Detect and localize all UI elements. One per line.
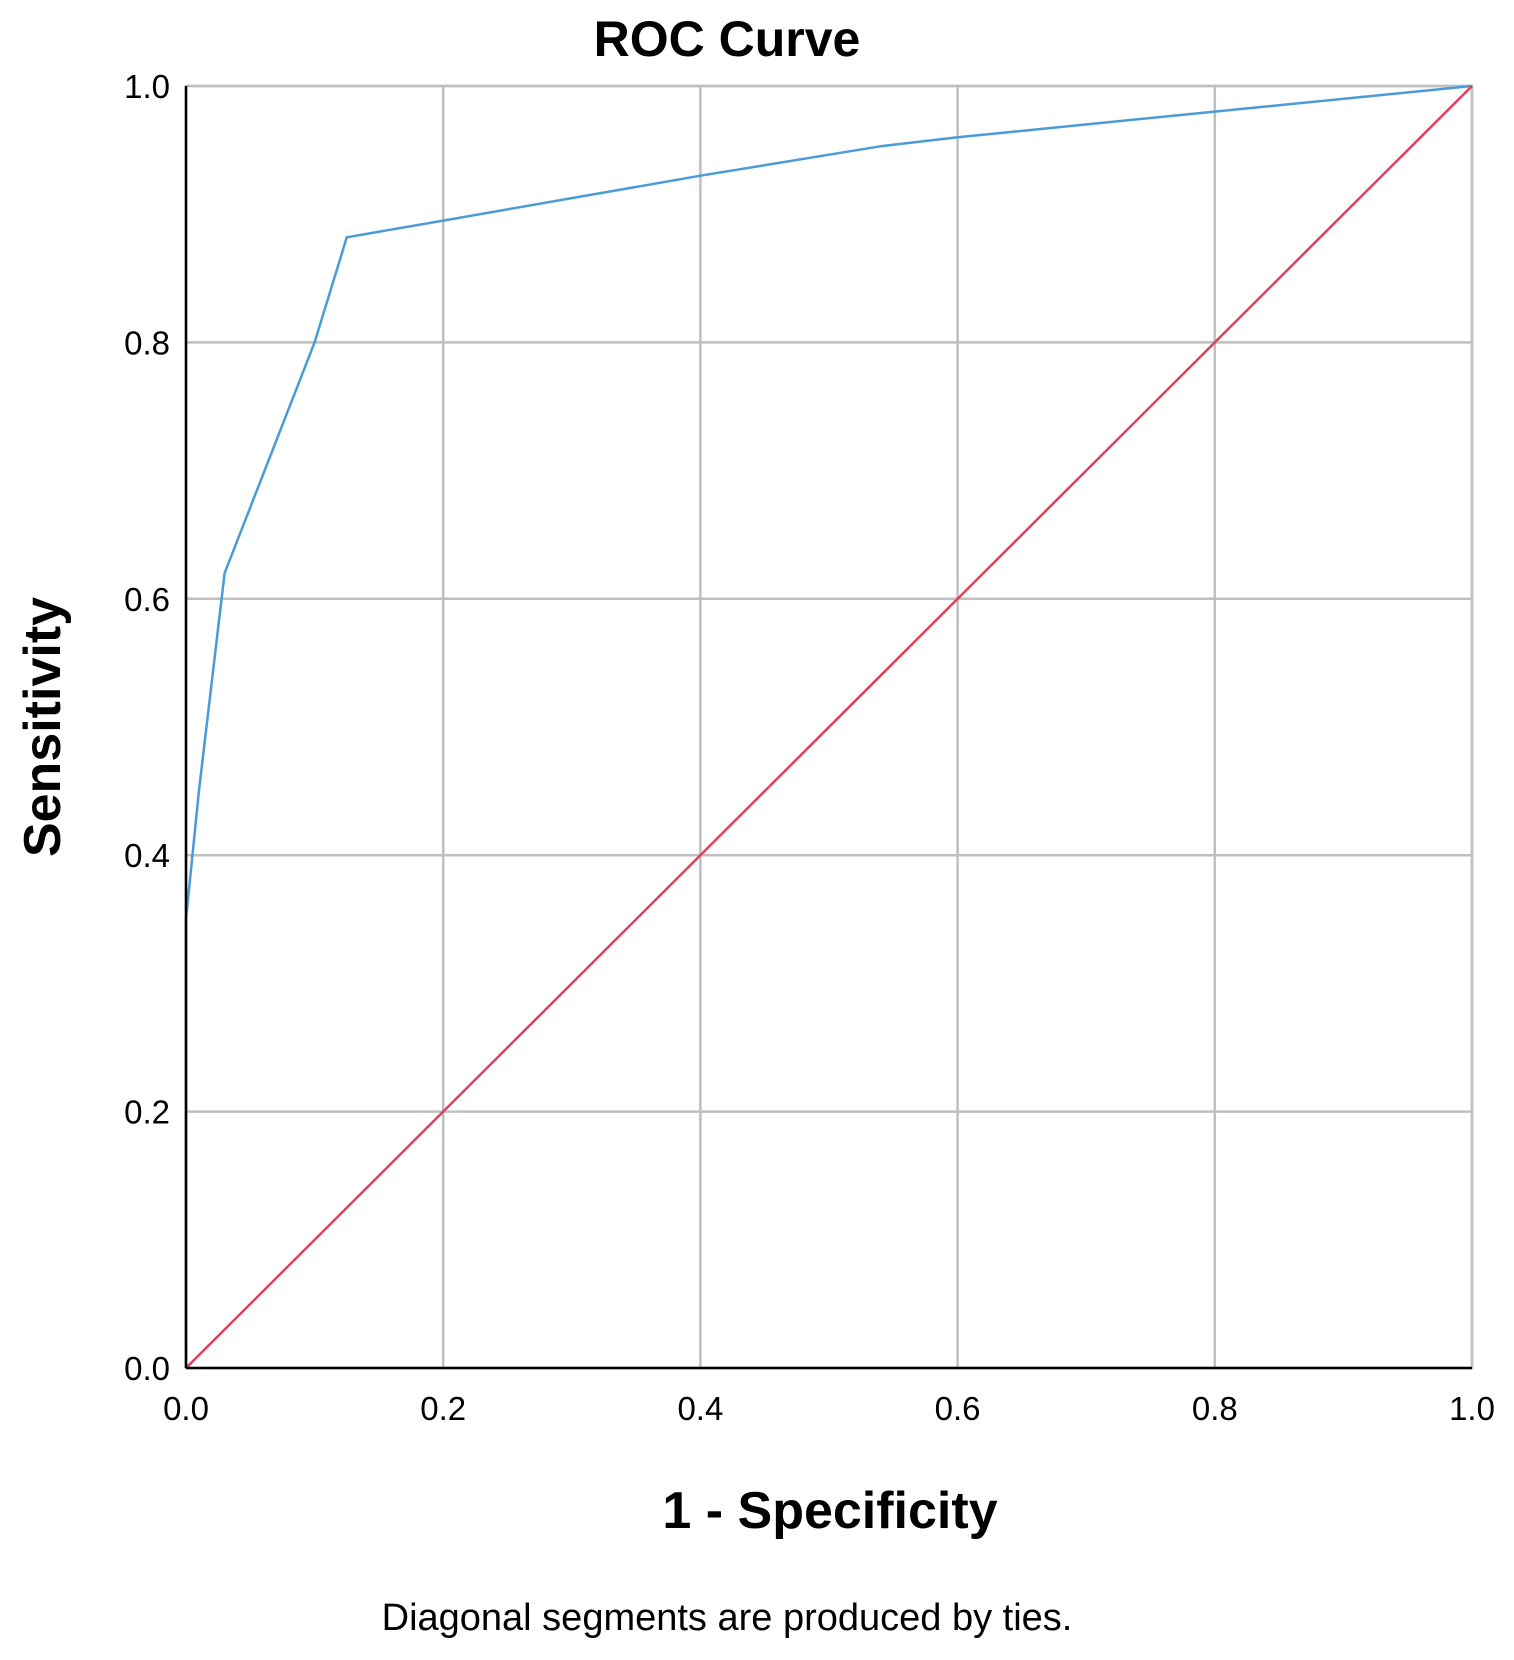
y-tick-labels: 0.0 0.2 0.4 0.6 0.8 1.0 (124, 68, 170, 1387)
y-tick-label: 1.0 (124, 68, 170, 105)
y-tick-label: 0.8 (124, 324, 170, 361)
x-tick-label: 0.2 (420, 1390, 466, 1427)
x-tick-label: 1.0 (1449, 1390, 1495, 1427)
y-axis-title: Sensitivity (14, 597, 72, 857)
series-layer (184, 84, 1473, 1369)
footnote: Diagonal segments are produced by ties. (382, 1597, 1073, 1639)
reference-diagonal-line (185, 85, 1473, 1369)
y-tick-label: 0.0 (124, 1350, 170, 1387)
y-tick-label: 0.4 (124, 837, 170, 874)
y-tick-label: 0.6 (124, 581, 170, 618)
x-tick-label: 0.6 (935, 1390, 981, 1427)
chart-title: ROC Curve (594, 11, 861, 67)
x-tick-label: 0.8 (1192, 1390, 1238, 1427)
x-tick-label: 0.4 (677, 1390, 723, 1427)
x-tick-label: 0.0 (163, 1390, 209, 1427)
x-tick-labels: 0.0 0.2 0.4 0.6 0.8 1.0 (163, 1390, 1495, 1427)
x-axis-title: 1 - Specificity (662, 1482, 997, 1540)
y-tick-label: 0.2 (124, 1094, 170, 1131)
